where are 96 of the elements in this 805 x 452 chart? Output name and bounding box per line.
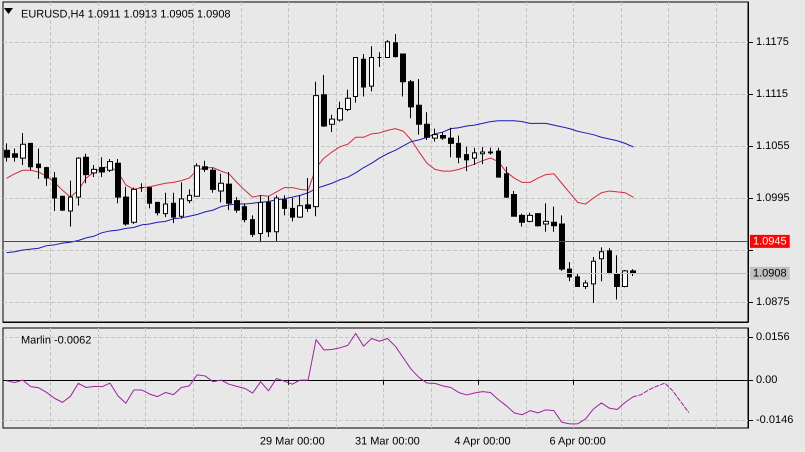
x-tick-label: 6 Apr 00:00 (549, 436, 606, 448)
candlestick (511, 190, 517, 217)
y-tick-label: 1.1055 (756, 140, 790, 152)
candlestick (480, 146, 485, 165)
candlestick (599, 246, 604, 282)
candlestick (202, 160, 208, 172)
ref-line-label: 1.0908 (753, 267, 787, 280)
candlestick (163, 192, 168, 218)
candlestick (83, 153, 89, 184)
candlestick (519, 213, 525, 228)
candlestick (242, 202, 247, 223)
candlestick (329, 114, 335, 133)
y-tick-label: -0.0146 (756, 414, 794, 426)
candlestick (28, 142, 33, 171)
candlestick (567, 262, 572, 282)
candlestick (416, 78, 422, 136)
candlestick (472, 147, 477, 166)
candlestick (424, 112, 430, 140)
candlestick (559, 214, 565, 272)
candlestick (36, 148, 41, 180)
candlestick (361, 54, 366, 98)
candlestick (504, 166, 509, 198)
y-tick-label: 1.0875 (756, 296, 790, 308)
candlestick (290, 197, 295, 222)
candlestick (52, 171, 57, 212)
candlestick (614, 254, 620, 300)
candlestick (345, 89, 351, 112)
candlestick (20, 132, 26, 166)
candlestick (76, 156, 81, 206)
candlestick (591, 256, 596, 304)
candlestick (123, 186, 129, 226)
y-tick-label: 1.1175 (756, 36, 789, 48)
candlestick (408, 80, 414, 119)
line-series (6, 120, 634, 254)
y-tick-label: 1.1115 (756, 88, 788, 100)
candlestick (68, 180, 73, 228)
candlestick (139, 182, 144, 192)
candlestick (385, 40, 390, 58)
candlestick (179, 182, 184, 220)
candlestick (210, 167, 216, 194)
candlestick (622, 269, 628, 288)
candlestick (496, 147, 501, 178)
y-tick-label: 0.00 (756, 374, 778, 386)
text: EURUSD,H4 1.0911 1.0913 1.0905 1.0908 (21, 8, 231, 20)
candlestick (194, 162, 200, 197)
candlestick (337, 101, 343, 122)
candlestick (353, 57, 358, 104)
candlestick (607, 248, 612, 275)
candlestick (543, 202, 549, 232)
candlestick (527, 212, 533, 223)
candlestick (266, 196, 271, 238)
candlestick (187, 188, 192, 204)
candlestick (147, 186, 152, 209)
candlestick (448, 127, 454, 158)
candlestick (44, 166, 49, 186)
y-tick-label: 0.0156 (756, 330, 790, 343)
candlestick (297, 194, 303, 218)
candlestick (551, 206, 557, 232)
candlestick (234, 196, 240, 214)
candlestick (321, 74, 327, 128)
candlestick (155, 202, 160, 216)
candlestick (131, 187, 137, 225)
candlestick (432, 128, 438, 142)
candlestick (377, 52, 382, 68)
candlestick (488, 147, 493, 156)
y-tick-label: 1.0995 (756, 192, 790, 204)
candlestick (456, 135, 461, 164)
candlestick (440, 132, 446, 140)
candlestick (12, 148, 18, 162)
candlestick (393, 34, 398, 58)
candlestick (218, 173, 224, 203)
candlestick (575, 272, 580, 287)
candlestick (99, 156, 105, 178)
x-tick-label: 29 Mar 00:00 (260, 436, 325, 448)
line-series (6, 128, 634, 205)
candlestick (91, 164, 97, 178)
candlestick (305, 178, 311, 212)
candlestick (313, 81, 319, 217)
candlestick (107, 158, 113, 172)
candlestick (226, 171, 232, 211)
candlestick (171, 192, 176, 224)
x-tick-label: 31 Mar 00:00 (354, 436, 420, 448)
candlestick (583, 280, 588, 290)
ref-line-label: 1.0945 (753, 235, 787, 248)
candlestick (369, 46, 374, 92)
candlestick (535, 213, 541, 228)
candlestick (258, 194, 263, 243)
candlestick (60, 196, 65, 212)
candlestick (115, 158, 121, 204)
candlestick (400, 54, 406, 98)
candlestick (274, 194, 279, 242)
candlestick (464, 146, 469, 172)
candlestick (282, 194, 287, 216)
candlestick (250, 214, 255, 238)
x-tick-label: 4 Apr 00:00 (454, 436, 511, 448)
text: Marlin -0.0062 (21, 334, 92, 346)
